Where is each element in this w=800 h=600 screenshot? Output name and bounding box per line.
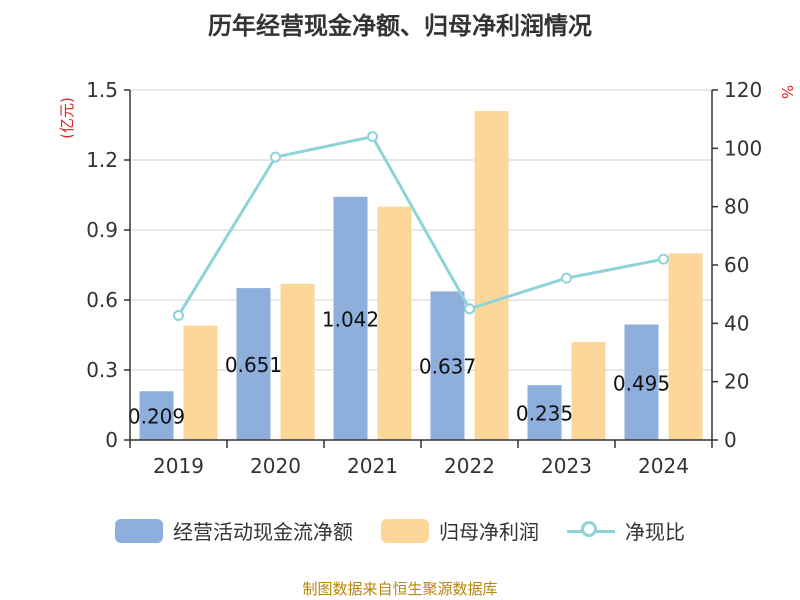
x-axis-tick-label: 2021	[347, 454, 398, 478]
legend: 经营活动现金流净额 归母净利润 净现比	[0, 516, 800, 545]
point-ratio	[464, 303, 475, 315]
right-axis-tick-label: 40	[724, 311, 749, 335]
x-axis-tick-label: 2020	[250, 454, 301, 478]
line-ratio	[177, 134, 664, 317]
data-label-cashflow: 0.495	[613, 371, 670, 395]
bar-cashflow	[139, 391, 174, 440]
grid-lines	[130, 89, 712, 371]
left-axis-tick-label: 0.9	[86, 218, 118, 242]
data-label-cashflow: 0.235	[516, 402, 573, 426]
legend-label-ratio: 净现比	[625, 520, 685, 544]
legend-item-ratio[interactable]: 净现比	[567, 516, 685, 545]
left-axis-tick-label: 0.3	[86, 358, 118, 382]
bar-net-profit	[377, 206, 412, 440]
right-axis-tick-label: 120	[724, 78, 762, 102]
bar-series	[139, 111, 703, 440]
left-axis-tick-label: 0	[105, 428, 118, 452]
point-ratio	[658, 253, 669, 265]
bar-cashflow	[624, 324, 659, 440]
x-axis-tick-label: 2023	[541, 454, 592, 478]
right-axis-tick-label: 0	[724, 428, 737, 452]
legend-item-cashflow[interactable]: 经营活动现金流净额	[115, 516, 353, 545]
left-axis-tick-label: 1.2	[86, 148, 118, 172]
data-label-cashflow: 0.637	[419, 355, 476, 379]
bar-net-profit	[668, 253, 703, 440]
legend-label-net-profit: 归母净利润	[439, 520, 539, 544]
bar-cashflow	[236, 288, 271, 440]
line-series	[173, 131, 669, 321]
right-axis-tick-label: 60	[724, 253, 749, 277]
data-label-cashflow: 0.209	[128, 405, 185, 429]
point-ratio	[270, 151, 281, 163]
bar-net-profit	[280, 283, 315, 440]
right-axis-tick-label: 20	[724, 370, 749, 394]
legend-swatch-cashflow	[115, 518, 163, 543]
right-axis-tick-label: 80	[724, 195, 749, 219]
point-ratio	[173, 309, 184, 321]
bar-cashflow	[527, 385, 562, 440]
legend-item-net-profit[interactable]: 归母净利润	[381, 516, 539, 545]
legend-label-cashflow: 经营活动现金流净额	[173, 520, 353, 544]
right-axis-tick-label: 100	[724, 136, 762, 160]
left-axis-tick-label: 1.5	[86, 78, 118, 102]
bar-cashflow	[430, 291, 465, 440]
left-axis-title: (亿元)	[58, 97, 76, 139]
x-axis-tick-label: 2019	[153, 454, 204, 478]
x-axis-tick-label: 2024	[638, 454, 689, 478]
point-ratio	[561, 272, 572, 284]
x-axis-tick-label: 2022	[444, 454, 495, 478]
bar-net-profit	[183, 325, 218, 440]
bar-cashflow	[333, 196, 368, 440]
point-ratio	[367, 131, 378, 143]
data-source-note: 制图数据来自恒生聚源数据库	[302, 580, 498, 598]
data-labels: 0.209 0.651 1.042 0.637 0.235 0.495	[128, 307, 670, 428]
data-label-cashflow: 1.042	[322, 307, 379, 331]
right-axis-title: %	[778, 85, 796, 99]
axes: 0 0.3 0.6 0.9 1.2 1.5 0 20 40 60 80 100 120 (亿元)% 2019…	[58, 78, 796, 478]
bar-net-profit	[571, 342, 606, 440]
chart-title: 历年经营现金净额、归母净利润情况	[208, 12, 592, 40]
bar-net-profit	[474, 111, 509, 440]
legend-swatch-net-profit	[381, 518, 429, 543]
legend-swatch-ratio	[567, 519, 615, 543]
left-axis-tick-label: 0.6	[86, 288, 118, 312]
data-label-cashflow: 0.651	[225, 353, 282, 377]
